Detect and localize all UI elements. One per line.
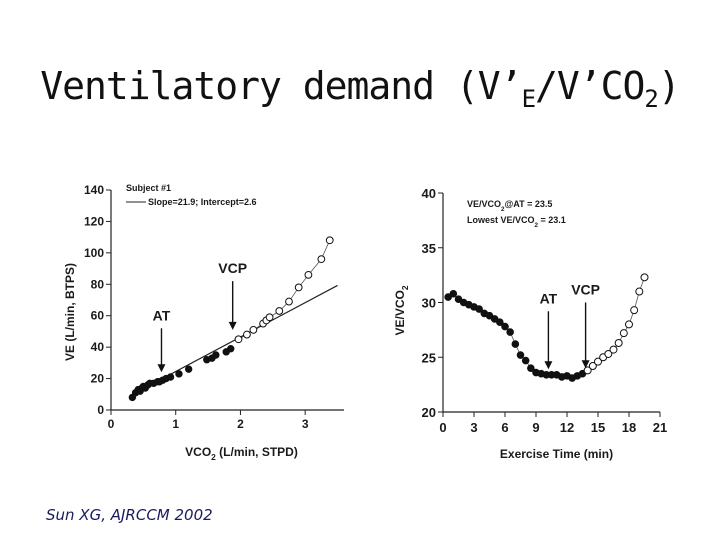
x-axis-label: Exercise Time (min) xyxy=(500,447,613,461)
data-point-open xyxy=(588,362,597,371)
data-point-open xyxy=(630,306,639,315)
chart-ve-vco2-vs-time: 20 25 30 35 40 0 3 6 9 12 15 18 21 Exercise Time (min… xyxy=(393,186,667,461)
title-close: ) xyxy=(657,64,681,108)
y-tick-label: 20 xyxy=(422,405,436,420)
data-point-open xyxy=(604,349,613,358)
annotation-vcp-arrowhead xyxy=(228,321,237,330)
data-point-filled xyxy=(527,364,535,373)
data-point-open xyxy=(304,270,313,279)
legend-line-2: Lowest VE/VCO2 = 23.1 xyxy=(467,215,566,229)
data-point-filled xyxy=(227,345,235,353)
data-point-filled xyxy=(175,370,183,378)
y-tick-label: 60 xyxy=(91,309,105,323)
x-axis-label: VCO2 (L/min, STPD) xyxy=(185,445,298,462)
data-point-filled xyxy=(506,328,514,336)
x-tick-label: 6 xyxy=(501,420,508,435)
annotation-at-label: AT xyxy=(153,307,171,323)
slide-title: Ventilatory demand (V’E/V’CO2) xyxy=(0,64,720,113)
data-point-open xyxy=(619,329,628,338)
x-tick-label: 9 xyxy=(532,420,539,435)
data-point-open xyxy=(294,283,303,292)
y-tick-label: 140 xyxy=(84,183,104,197)
data-point-open xyxy=(625,320,633,329)
citation: Sun XG, AJRCCM 2002 xyxy=(46,506,213,524)
title-sub-2: 2 xyxy=(644,85,658,113)
x-tick-label: 1 xyxy=(172,417,179,431)
annotation-vcp-label: VCP xyxy=(571,282,600,298)
legend-line-1: VE/VCO2@AT = 23.5 xyxy=(467,199,552,213)
annotation-at-label: AT xyxy=(540,290,558,306)
y-tick-label: 100 xyxy=(84,246,104,260)
data-point-open xyxy=(275,307,284,315)
data-point-filled xyxy=(449,289,458,298)
y-axis-label: VE/VCO2 xyxy=(393,285,410,335)
data-point-filled xyxy=(166,373,175,381)
annotation-at-arrowhead xyxy=(157,364,166,373)
data-point-open xyxy=(609,345,618,354)
y-tick-label: 25 xyxy=(422,350,436,365)
x-tick-label: 18 xyxy=(622,420,636,435)
annotation-at-arrowhead xyxy=(544,361,553,370)
x-tick-label: 3 xyxy=(302,417,309,431)
x-tick-label: 21 xyxy=(653,420,667,435)
data-point-filled xyxy=(516,351,525,359)
data-point-open xyxy=(285,297,293,306)
y-tick-label: 40 xyxy=(422,186,436,201)
x-tick-label: 2 xyxy=(237,417,244,431)
data-point-open xyxy=(614,339,623,348)
data-point-filled xyxy=(212,351,220,359)
data-point-open xyxy=(583,366,592,375)
y-tick-label: 120 xyxy=(84,214,104,228)
annotation-vcp-label: VCP xyxy=(218,260,247,276)
title-sub-e: E xyxy=(521,85,536,113)
x-tick-label: 0 xyxy=(439,420,446,435)
data-point-filled xyxy=(496,318,504,327)
y-tick-label: 35 xyxy=(422,241,436,256)
data-point-open xyxy=(635,287,644,296)
data-point-open xyxy=(234,335,243,344)
data-point-open xyxy=(249,325,258,334)
legend-fit: Slope=21.9; Intercept=2.6 xyxy=(148,197,257,207)
y-axis-label: VE (L/min, BTPS) xyxy=(63,263,77,361)
x-tick-label: 15 xyxy=(591,420,605,435)
y-tick-label: 20 xyxy=(91,372,105,386)
y-tick-label: 30 xyxy=(422,296,436,311)
y-tick-label: 40 xyxy=(91,340,105,354)
data-point-filled xyxy=(511,340,520,348)
data-point-filled xyxy=(501,322,509,331)
data-point-filled xyxy=(521,356,530,365)
data-point-open xyxy=(594,357,602,366)
title-main: Ventilatory demand (V’ xyxy=(40,64,522,108)
x-tick-label: 0 xyxy=(108,417,115,431)
x-tick-label: 12 xyxy=(560,420,574,435)
data-point-open xyxy=(325,236,334,245)
chart-ve-vs-vco2: 0 20 40 60 80 100 120 140 0 1 2 3 VCO2 (L/min, STPD)… xyxy=(63,183,344,462)
data-point-open xyxy=(317,255,326,264)
y-tick-label: 0 xyxy=(97,403,104,417)
y-tick-label: 80 xyxy=(91,277,105,291)
data-point-open xyxy=(243,330,251,339)
annotation-vcp-arrowhead xyxy=(581,360,590,369)
legend-subject: Subject #1 xyxy=(126,183,171,193)
data-point-filled xyxy=(475,305,483,313)
data-point-open xyxy=(265,313,274,322)
data-point-filled xyxy=(184,365,193,373)
x-tick-label: 3 xyxy=(470,420,477,435)
series-connector xyxy=(238,240,331,340)
title-middle: /V’CO xyxy=(535,64,645,108)
data-point-open xyxy=(640,273,649,282)
